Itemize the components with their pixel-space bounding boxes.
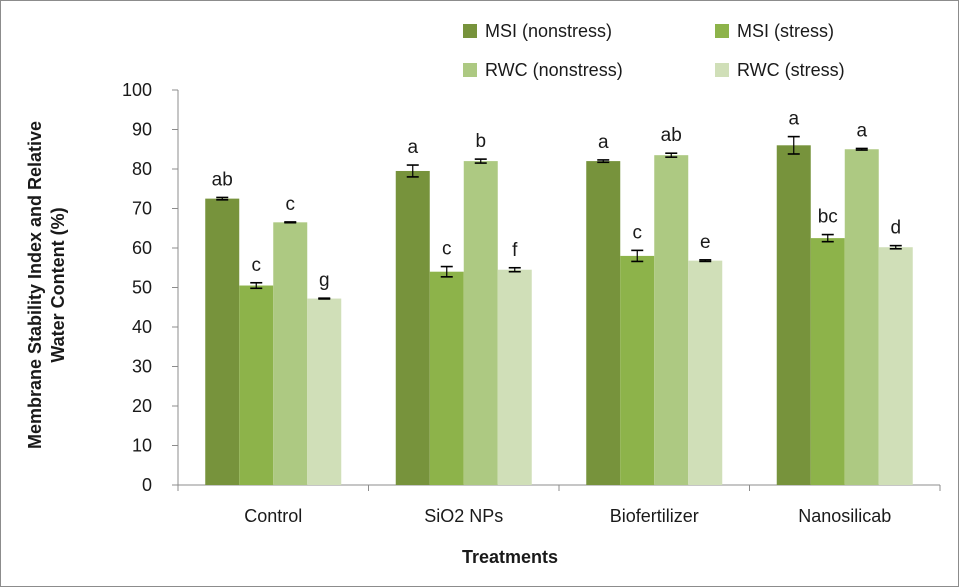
bar <box>395 170 430 485</box>
x-category-label: Control <box>244 506 302 526</box>
significance-letter: a <box>856 120 867 141</box>
significance-letter: d <box>890 218 901 239</box>
legend-swatch <box>463 24 477 38</box>
significance-letter: g <box>319 270 330 291</box>
y-tick-label: 50 <box>132 278 152 298</box>
bar <box>654 155 689 486</box>
bar <box>776 145 811 486</box>
bar <box>239 285 274 485</box>
bar <box>463 161 498 485</box>
y-tick-label: 40 <box>132 317 152 337</box>
bar <box>620 255 655 485</box>
significance-letter: bc <box>818 207 838 228</box>
significance-letter: e <box>700 232 711 253</box>
significance-letter: a <box>788 109 799 130</box>
error-bars <box>216 135 902 300</box>
significance-letter: c <box>442 239 452 260</box>
bar <box>810 238 845 485</box>
legend: MSI (nonstress) MSI (stress) RWC (nonstres… <box>463 21 845 80</box>
legend-swatch <box>463 63 477 77</box>
significance-letter: c <box>252 255 262 276</box>
legend-label: MSI (nonstress) <box>485 21 612 41</box>
bar <box>878 247 913 485</box>
x-category-label: Biofertilizer <box>610 506 699 526</box>
bar <box>205 198 240 485</box>
bars <box>205 145 913 486</box>
significance-letter: ab <box>212 169 233 190</box>
y-tick-label: 70 <box>132 199 152 219</box>
x-category-label: Nanosilicab <box>798 506 891 526</box>
bar <box>688 260 723 485</box>
y-tick-label: 0 <box>142 475 152 495</box>
significance-letter: a <box>407 137 418 158</box>
y-axis-title-line-2: Water Content (%) <box>48 207 68 362</box>
x-category-label: SiO2 NPs <box>424 506 503 526</box>
bar <box>429 271 464 485</box>
legend-swatch <box>715 24 729 38</box>
significance-letter: a <box>598 132 609 153</box>
y-tick-label: 90 <box>132 120 152 140</box>
legend-label: MSI (stress) <box>737 21 834 41</box>
x-axis-title: Treatments <box>462 547 558 567</box>
y-tick-label: 80 <box>132 159 152 179</box>
legend-label: RWC (stress) <box>737 60 845 80</box>
bar <box>307 298 342 485</box>
significance-letter: f <box>512 240 518 261</box>
bar <box>497 269 532 485</box>
y-tick-label: 20 <box>132 396 152 416</box>
y-tick-label: 60 <box>132 238 152 258</box>
legend-label: RWC (nonstress) <box>485 60 623 80</box>
y-tick-label: 30 <box>132 357 152 377</box>
bar <box>844 149 879 485</box>
significance-letter: ab <box>661 125 682 146</box>
significance-letter: c <box>286 194 296 215</box>
y-axis: 0 10 20 30 40 50 60 70 80 90 100 <box>122 80 179 495</box>
significance-letter: b <box>475 131 486 152</box>
y-tick-label: 10 <box>132 436 152 456</box>
legend-swatch <box>715 63 729 77</box>
bar <box>273 222 308 485</box>
significance-letter: c <box>633 222 643 243</box>
bar <box>586 161 621 485</box>
x-axis: Control SiO2 NPs Biofertilizer Nanosilicab <box>177 484 941 526</box>
y-axis-title-line-1: Membrane Stability Index and Relative <box>25 121 45 449</box>
y-tick-label: 100 <box>122 80 152 100</box>
